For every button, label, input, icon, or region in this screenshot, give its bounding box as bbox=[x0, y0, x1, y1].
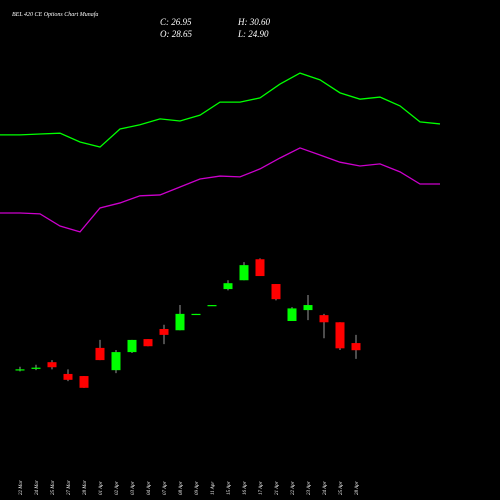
candle-body bbox=[191, 313, 201, 316]
x-tick-label: 28 Mar bbox=[83, 480, 88, 495]
x-tick-label: 25 Apr bbox=[339, 481, 344, 495]
indicator-line bbox=[0, 147, 440, 233]
x-tick-label: 02 Apr bbox=[115, 481, 120, 495]
chart-title: BEL 420 CE Options Chart Munafa bbox=[12, 11, 98, 18]
candle-body bbox=[47, 362, 57, 368]
x-tick-label: 28 Apr bbox=[355, 481, 360, 495]
candle-body bbox=[207, 305, 217, 307]
candle-body bbox=[255, 259, 265, 277]
x-tick-label: 01 Apr bbox=[99, 481, 104, 495]
candle-body bbox=[15, 369, 25, 371]
candle-body bbox=[319, 315, 329, 323]
candle-body bbox=[111, 352, 121, 371]
x-tick-label: 15 Apr bbox=[227, 481, 232, 495]
x-tick-label: 25 Mar bbox=[51, 480, 56, 495]
candle-body bbox=[303, 305, 313, 311]
candle-body bbox=[351, 343, 361, 351]
high-label: H: 30.60 bbox=[237, 17, 270, 27]
candle-body bbox=[31, 367, 41, 369]
x-tick-label: 23 Apr bbox=[307, 481, 312, 495]
candle-body bbox=[271, 284, 281, 300]
x-tick-label: 03 Apr bbox=[131, 481, 136, 495]
candle-body bbox=[95, 347, 105, 361]
candle-body bbox=[175, 313, 185, 331]
close-label: C: 26.95 bbox=[160, 17, 192, 27]
candle-body bbox=[79, 376, 89, 388]
x-tick-label: 27 Mar bbox=[67, 480, 72, 495]
candle-body bbox=[239, 265, 249, 281]
candle-body bbox=[335, 322, 345, 349]
x-tick-label: 04 Apr bbox=[147, 481, 152, 495]
x-tick-label: 17 Apr bbox=[259, 481, 264, 495]
candle-body bbox=[143, 339, 153, 347]
candle-body bbox=[63, 373, 73, 380]
x-tick-label: 22 Apr bbox=[291, 481, 296, 495]
x-tick-label: 07 Apr bbox=[163, 481, 168, 495]
x-tick-label: 08 Apr bbox=[179, 481, 184, 495]
x-tick-label: 09 Apr bbox=[195, 481, 200, 495]
x-tick-label: 22 Mar bbox=[19, 480, 24, 495]
candle-body bbox=[127, 339, 137, 353]
x-tick-label: 11 Apr bbox=[211, 482, 216, 495]
open-label: O: 28.65 bbox=[160, 29, 192, 39]
indicator-line bbox=[0, 72, 441, 148]
low-label: L: 24.90 bbox=[237, 29, 269, 39]
candle-body bbox=[223, 283, 233, 290]
candle-body bbox=[287, 308, 297, 322]
x-tick-label: 24 Apr bbox=[323, 481, 328, 495]
candle-body bbox=[159, 328, 169, 335]
x-tick-label: 24 Mar bbox=[35, 480, 40, 495]
x-tick-label: 16 Apr bbox=[243, 481, 248, 495]
x-tick-label: 21 Apr bbox=[275, 481, 280, 495]
